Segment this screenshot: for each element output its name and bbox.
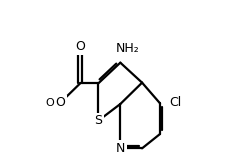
Text: O: O [55, 96, 65, 109]
Text: N: N [115, 142, 124, 155]
Text: NH₂: NH₂ [115, 42, 139, 55]
Text: Cl: Cl [168, 96, 180, 109]
Text: O: O [75, 40, 85, 53]
Text: O: O [45, 98, 54, 108]
Text: S: S [94, 114, 102, 127]
